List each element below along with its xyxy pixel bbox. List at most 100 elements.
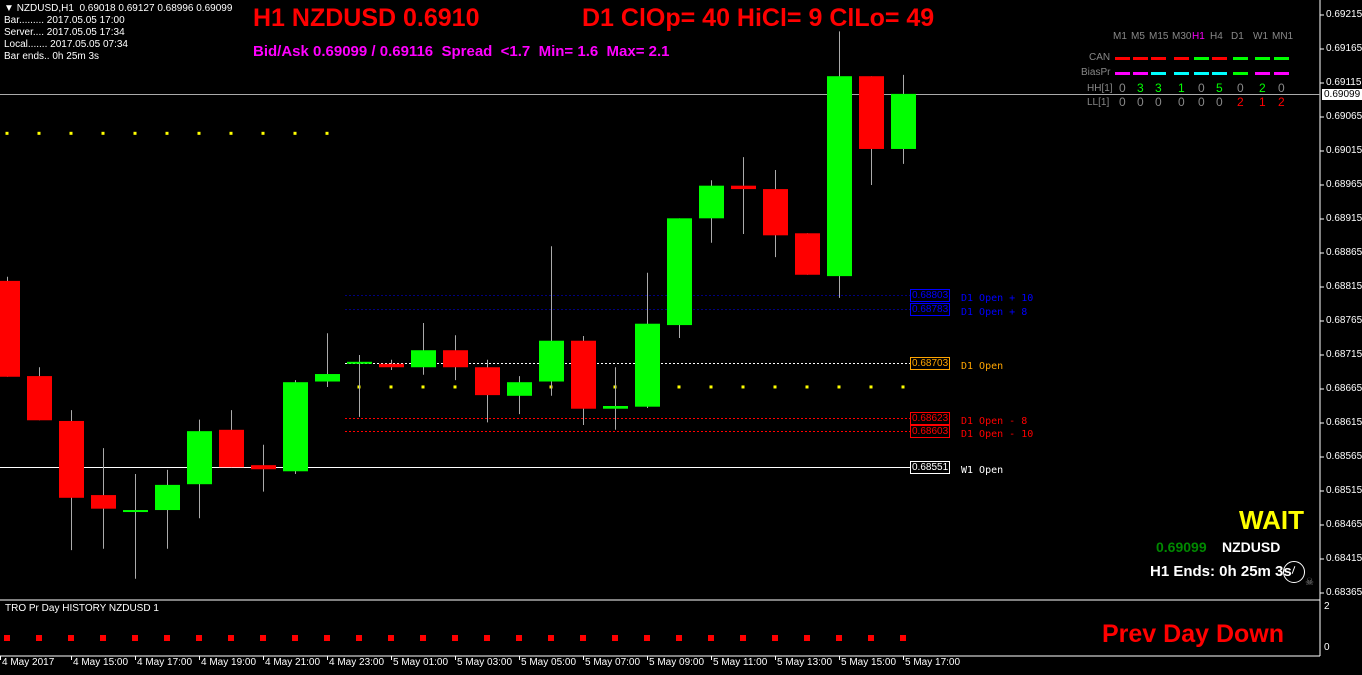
price-tick-label: 0.68565	[1326, 451, 1362, 462]
clock-icon	[1283, 561, 1305, 583]
time-tick-label: 4 May 21:00	[265, 657, 321, 668]
price-tick-label: 0.69115	[1326, 77, 1362, 88]
prev-day-marker	[580, 635, 586, 641]
symbol-ohlc: ▼ NZDUSD,H1 0.69018 0.69127 0.68996 0.69…	[4, 3, 233, 14]
mtf-indicator-bar	[1115, 72, 1130, 75]
prev-day-marker	[388, 635, 394, 641]
mtf-row-label: CAN	[1089, 52, 1111, 63]
bear-candle	[795, 233, 820, 275]
price-tick-label: 0.68765	[1326, 315, 1362, 326]
mtf-indicator-bar	[1115, 57, 1130, 60]
ll-value: 2	[1278, 95, 1285, 109]
hh-value: 5	[1216, 81, 1223, 95]
level-label: W1 Open	[961, 464, 1004, 476]
mtf-indicator-bar	[1274, 72, 1289, 75]
bull-candle	[827, 76, 852, 277]
level-dot	[389, 385, 393, 389]
time-tick-label: 4 May 23:00	[329, 657, 385, 668]
mtf-indicator-bar	[1212, 72, 1227, 75]
time-tick-label: 5 May 05:00	[521, 657, 577, 668]
price-tick-label: 0.68415	[1326, 553, 1362, 564]
bull-candle	[891, 93, 916, 149]
bull-candle	[667, 218, 692, 326]
hh-value: 0	[1119, 81, 1126, 95]
time-tick-label: 4 May 2017	[2, 657, 55, 668]
mtf-indicator-bar	[1212, 57, 1227, 60]
prev-day-marker	[804, 635, 810, 641]
timeframe-M1: M1	[1113, 31, 1127, 42]
skull-icon: ☠	[1305, 577, 1314, 588]
level-dot	[37, 131, 41, 135]
level-dot	[869, 385, 873, 389]
prev-day-marker	[100, 635, 106, 641]
time-tick-label: 5 May 15:00	[841, 657, 897, 668]
price-tick-label: 0.68865	[1326, 247, 1362, 258]
prev-day-marker	[740, 635, 746, 641]
prev-day-marker	[196, 635, 202, 641]
bar-ends-countdown: H1 Ends: 0h 25m 3s	[1150, 563, 1292, 580]
price-tick-label: 0.68465	[1326, 519, 1362, 530]
time-tick-label: 5 May 11:00	[713, 657, 768, 668]
price-tick-label: 0.68365	[1326, 587, 1362, 598]
ll-value: 1	[1259, 95, 1266, 109]
price-tick-label: 0.68615	[1326, 417, 1362, 428]
prev-day-marker	[452, 635, 458, 641]
mtf-indicator-bar	[1151, 72, 1166, 75]
level-price-box: 0.68603	[910, 424, 951, 438]
level-dot	[901, 385, 905, 389]
mtf-indicator-bar	[1274, 57, 1289, 60]
bull-candle	[155, 484, 180, 511]
level-dot	[69, 131, 73, 135]
hh-value: 0	[1278, 81, 1285, 95]
mtf-indicator-bar	[1133, 72, 1148, 75]
level-dot	[261, 131, 265, 135]
hh-value: 3	[1155, 81, 1162, 95]
mtf-indicator-bar	[1233, 57, 1248, 60]
current-price-label: 0.69099	[1322, 88, 1362, 100]
price-tick-label: 0.69165	[1326, 43, 1362, 54]
bar-ends: Bar ends.. 0h 25m 3s	[4, 51, 100, 62]
price-tick-label: 0.68815	[1326, 281, 1362, 292]
level-dot	[5, 131, 9, 135]
hh-value: 3	[1137, 81, 1144, 95]
prev-day-marker	[548, 635, 554, 641]
prev-day-marker	[772, 635, 778, 641]
prev-day-marker	[420, 635, 426, 641]
prev-day-marker	[292, 635, 298, 641]
hh-value: 2	[1259, 81, 1266, 95]
ll-value: 0	[1216, 95, 1223, 109]
bar-time: Bar......... 2017.05.05 17:00	[4, 15, 125, 26]
prev-day-marker	[164, 635, 170, 641]
level-dot	[709, 385, 713, 389]
timeframe-H4: H4	[1210, 31, 1223, 42]
price-tick-label: 0.68515	[1326, 485, 1362, 496]
timeframe-MN1: MN1	[1272, 31, 1294, 42]
level-dot	[741, 385, 745, 389]
bull-candle	[283, 382, 308, 472]
level-dot	[197, 131, 201, 135]
level-price-box: 0.68803	[910, 288, 951, 302]
level-dot	[421, 385, 425, 389]
bull-candle	[411, 350, 436, 368]
mtf-indicator-bar	[1255, 72, 1270, 75]
mtf-indicator-bar	[1255, 57, 1270, 60]
level-dot	[165, 131, 169, 135]
time-tick-label: 4 May 15:00	[73, 657, 129, 668]
prev-day-marker	[612, 635, 618, 641]
mtf-indicator-bar	[1233, 72, 1248, 75]
level-dot	[325, 131, 329, 135]
price-tick-label: 0.68715	[1326, 349, 1362, 360]
prev-day-marker	[260, 635, 266, 641]
time-tick-label: 4 May 17:00	[137, 657, 193, 668]
prev-day-marker	[836, 635, 842, 641]
dropdown-triangle-icon[interactable]: ▼	[4, 3, 17, 14]
price-tick-label: 0.69015	[1326, 145, 1362, 156]
signal-price: 0.69099	[1156, 539, 1207, 555]
prev-day-marker	[676, 635, 682, 641]
mtf-indicator-bar	[1174, 72, 1189, 75]
level-dot	[677, 385, 681, 389]
level-dot	[229, 131, 233, 135]
time-tick-label: 5 May 13:00	[777, 657, 833, 668]
prev-day-status: Prev Day Down	[1102, 620, 1285, 648]
